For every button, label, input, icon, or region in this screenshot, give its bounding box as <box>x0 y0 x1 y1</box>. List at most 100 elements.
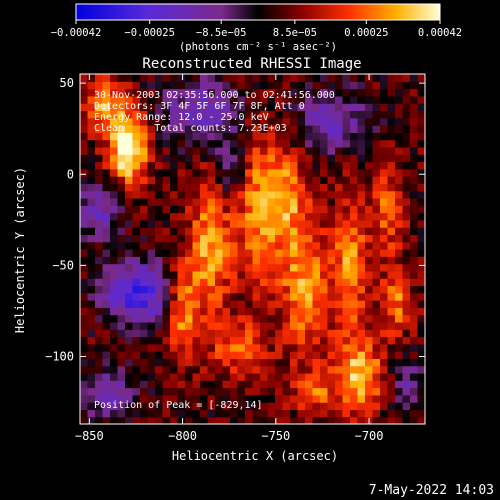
heatmap-cell <box>335 103 344 112</box>
heatmap-cell <box>297 117 306 126</box>
heatmap-cell <box>215 139 224 148</box>
heatmap-cell <box>125 110 134 119</box>
heatmap-cell <box>410 132 419 141</box>
heatmap-cell <box>95 125 104 133</box>
heatmap-cell <box>357 402 366 411</box>
heatmap-cell <box>267 88 276 97</box>
heatmap-cell <box>102 125 111 133</box>
heatmap-cell <box>417 358 425 367</box>
heatmap-cell <box>102 314 111 323</box>
heatmap-cell <box>215 387 224 396</box>
heatmap-cell <box>350 88 359 97</box>
heatmap-cell <box>372 387 381 396</box>
heatmap-cell <box>410 110 419 119</box>
heatmap-cell <box>87 256 96 265</box>
heatmap-cell <box>117 161 126 170</box>
heatmap-cell <box>155 154 164 163</box>
heatmap-cell <box>402 103 411 112</box>
heatmap-cell <box>350 416 359 424</box>
heatmap-cell <box>410 358 419 367</box>
heatmap-cell <box>170 205 179 214</box>
heatmap-cell <box>132 270 141 279</box>
heatmap-cell <box>222 132 231 141</box>
heatmap-cell <box>95 197 104 206</box>
heatmap-cell <box>252 176 261 184</box>
heatmap-cell <box>192 212 201 221</box>
heatmap-cell <box>147 132 156 141</box>
heatmap-cell <box>357 205 366 214</box>
heatmap-cell <box>320 234 329 243</box>
heatmap-cell <box>327 81 336 90</box>
heatmap-cell <box>327 117 336 126</box>
heatmap-cell <box>177 278 186 287</box>
heatmap-cell <box>245 307 254 316</box>
heatmap-cell <box>380 380 389 389</box>
heatmap-cell <box>200 219 209 228</box>
heatmap-cell <box>87 358 96 367</box>
heatmap-cell <box>215 103 224 112</box>
heatmap-cell <box>117 110 126 119</box>
heatmap-cell <box>365 139 374 148</box>
heatmap-cell <box>275 365 284 374</box>
heatmap-cell <box>185 161 194 170</box>
heatmap-cell <box>230 103 239 112</box>
heatmap-cell <box>207 343 216 352</box>
heatmap-cell <box>312 110 321 119</box>
heatmap-cell <box>245 197 254 206</box>
heatmap-cell <box>267 285 276 294</box>
heatmap-cell <box>170 168 179 177</box>
heatmap-cell <box>297 183 306 192</box>
x-tick-label: −700 <box>355 429 384 443</box>
heatmap-cell <box>402 183 411 192</box>
heatmap-cell <box>252 292 261 301</box>
heatmap-cell <box>230 190 239 199</box>
heatmap-cell <box>155 256 164 265</box>
heatmap-cell <box>342 365 351 374</box>
heatmap-cell <box>125 380 134 389</box>
heatmap-cell <box>140 168 149 177</box>
heatmap-cell <box>372 132 381 141</box>
heatmap-cell <box>350 197 359 206</box>
heatmap-cell <box>260 270 269 279</box>
heatmap-cell <box>87 321 96 330</box>
heatmap-cell <box>132 329 141 338</box>
heatmap-cell <box>275 110 284 119</box>
heatmap-cell <box>155 205 164 214</box>
heatmap-cell <box>252 132 261 141</box>
heatmap-cell <box>117 358 126 367</box>
heatmap-cell <box>402 212 411 221</box>
heatmap-cell <box>132 95 141 104</box>
heatmap-cell <box>297 263 306 272</box>
heatmap-cell <box>87 336 96 345</box>
heatmap-cell <box>282 241 291 250</box>
heatmap-cell <box>222 380 231 389</box>
heatmap-cell <box>380 110 389 119</box>
heatmap-cell <box>230 212 239 221</box>
heatmap-cell <box>267 212 276 221</box>
heatmap-cell <box>177 219 186 228</box>
heatmap-cell <box>260 292 269 301</box>
heatmap-cell <box>312 256 321 265</box>
heatmap-cell <box>380 336 389 345</box>
heatmap-cell <box>125 154 134 163</box>
heatmap-cell <box>185 132 194 141</box>
heatmap-cell <box>282 139 291 148</box>
heatmap-cell <box>380 132 389 141</box>
heatmap-cell <box>192 168 201 177</box>
heatmap-cell <box>290 409 299 418</box>
heatmap-cell <box>357 88 366 97</box>
heatmap-cell <box>80 205 89 214</box>
heatmap-cell <box>200 292 209 301</box>
heatmap-cell <box>290 183 299 192</box>
heatmap-cell <box>417 263 425 272</box>
heatmap-cell <box>230 227 239 236</box>
heatmap-cell <box>222 321 231 330</box>
heatmap-cell <box>410 351 419 359</box>
heatmap-cell <box>282 416 291 424</box>
heatmap-cell <box>395 219 404 228</box>
heatmap-cell <box>417 409 425 418</box>
chart-title: Reconstructed RHESSI Image <box>142 56 361 72</box>
heatmap-cell <box>350 249 359 257</box>
heatmap-cell <box>95 241 104 250</box>
heatmap-cell <box>350 74 359 82</box>
